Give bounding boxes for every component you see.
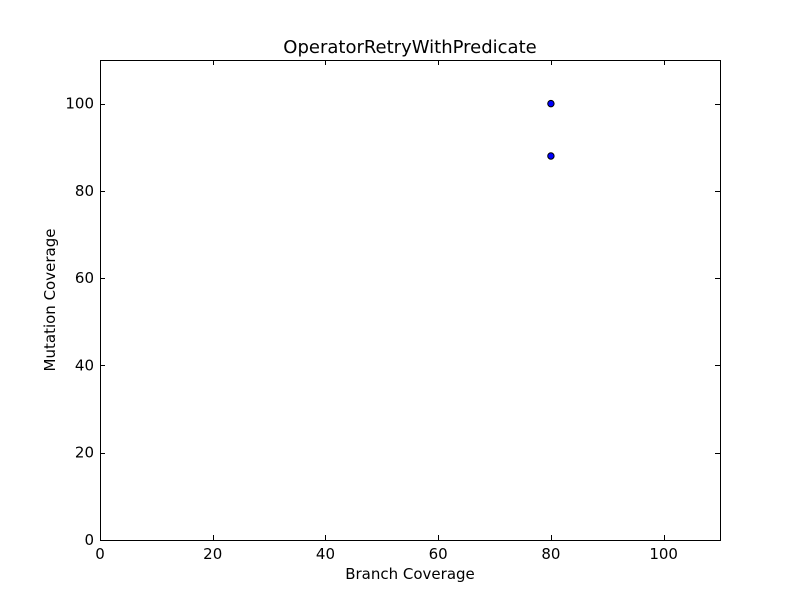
x-axis: 0 20 40 60 80 100 (95, 60, 678, 563)
chart-title: OperatorRetryWithPredicate (283, 37, 536, 58)
x-tick-label: 80 (541, 545, 560, 563)
scatter-point (547, 99, 555, 108)
plot-frame (100, 60, 721, 541)
x-tick-label: 60 (429, 545, 448, 563)
x-tick-label: 20 (203, 545, 222, 563)
y-tick-label: 60 (75, 269, 94, 287)
y-tick-label: 40 (75, 356, 94, 374)
y-tick-label: 80 (75, 182, 94, 200)
data-points (547, 99, 555, 160)
x-tick-label: 0 (95, 545, 105, 563)
y-axis-label: Mutation Coverage (41, 229, 59, 372)
scatter-point (547, 152, 555, 160)
y-tick-label: 0 (84, 531, 94, 549)
y-axis: 0 20 40 60 80 100 (65, 95, 720, 549)
y-tick-label: 20 (75, 444, 94, 462)
x-tick-label: 40 (316, 545, 335, 563)
x-axis-label: Branch Coverage (345, 565, 475, 583)
x-tick-label: 100 (649, 545, 678, 563)
y-tick-label: 100 (65, 95, 94, 113)
